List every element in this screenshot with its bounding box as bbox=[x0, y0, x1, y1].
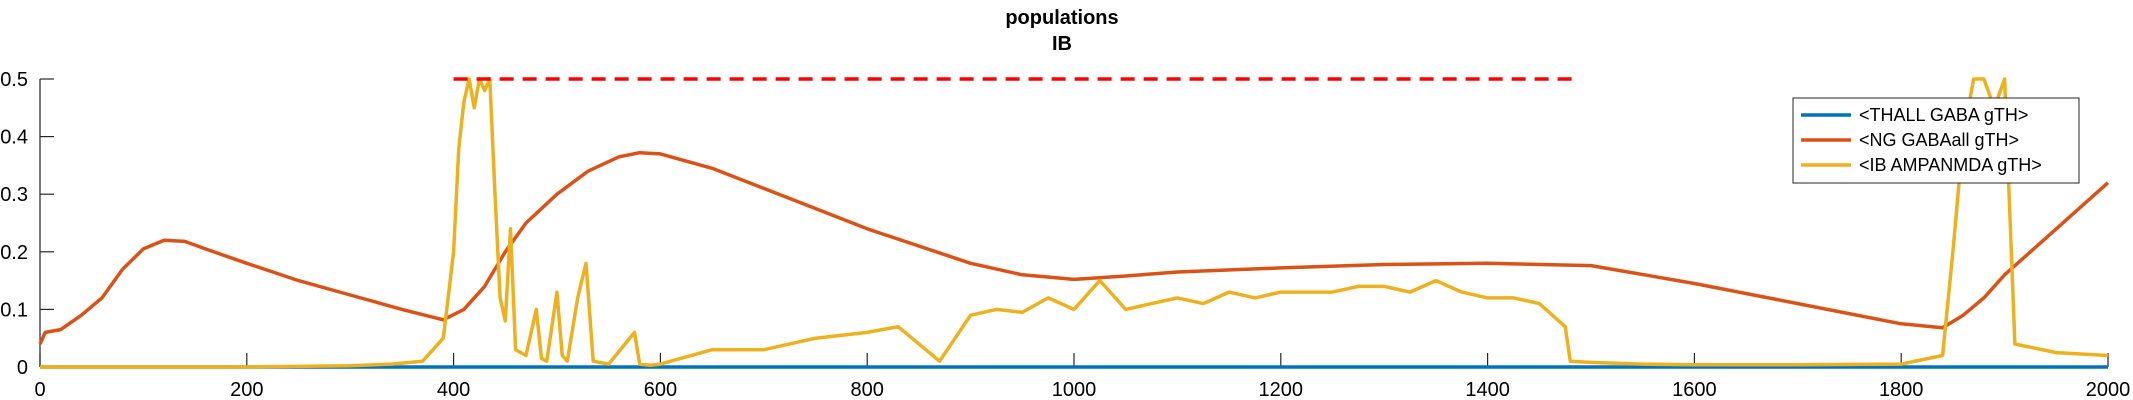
x-tick-label: 1400 bbox=[1465, 379, 1510, 400]
legend-label-3: <IB AMPANMDA gTH> bbox=[1859, 155, 2042, 175]
x-tick-label: 1600 bbox=[1672, 379, 1717, 400]
y-tick-label: 0.2 bbox=[0, 242, 28, 264]
chart-title: populations bbox=[1005, 7, 1118, 29]
legend-label-2: <NG GABAall gTH> bbox=[1859, 130, 2019, 150]
y-tick-label: 0.4 bbox=[0, 127, 28, 149]
y-tick-label: 0 bbox=[17, 357, 28, 379]
x-tick-label: 1000 bbox=[1052, 379, 1097, 400]
legend-label-1: <THALL GABA gTH> bbox=[1859, 105, 2028, 125]
x-tick-label: 600 bbox=[644, 379, 677, 400]
chart-titles: populations IB bbox=[1005, 7, 1118, 55]
x-tick-label: 1200 bbox=[1259, 379, 1304, 400]
series-line-2 bbox=[38, 150, 2110, 345]
x-tick-label: 400 bbox=[437, 379, 470, 400]
plot-background bbox=[40, 79, 2108, 367]
y-tick-label: 0.1 bbox=[0, 299, 28, 321]
x-tick-label: 2000 bbox=[2086, 379, 2131, 400]
x-tick-label: 200 bbox=[230, 379, 263, 400]
y-tick-label: 0.5 bbox=[0, 69, 28, 91]
axes: 0 200 400 600 800 1000 1200 1400 1600 1800 2000 0 0.… bbox=[0, 69, 2130, 400]
plot-area bbox=[38, 77, 2110, 369]
series-line-3 bbox=[40, 77, 2109, 369]
chart-subtitle: IB bbox=[1052, 33, 1072, 55]
x-tick-label: 0 bbox=[34, 379, 45, 400]
x-tick-label: 1800 bbox=[1879, 379, 1924, 400]
legend: <THALL GABA gTH> <NG GABAall gTH> <IB AMPA… bbox=[1792, 97, 2080, 184]
x-tick-label: 800 bbox=[851, 379, 884, 400]
y-tick-label: 0.3 bbox=[0, 184, 28, 206]
